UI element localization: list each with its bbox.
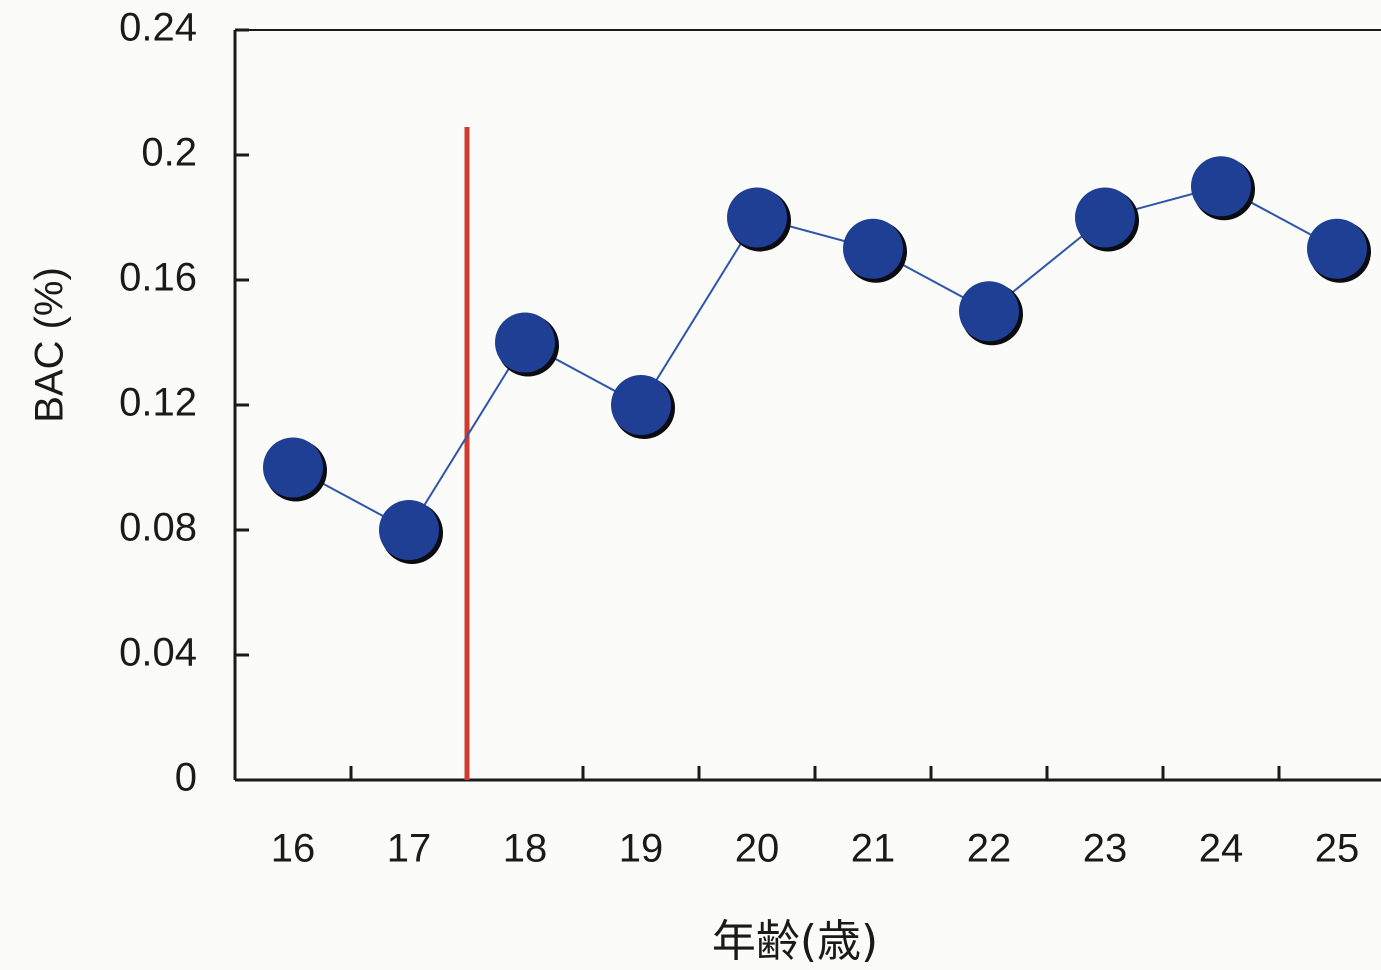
data-point: [379, 500, 439, 560]
x-tick-label: 23: [1083, 827, 1128, 871]
x-tick-label: 19: [619, 827, 664, 871]
y-tick-label: 0.04: [119, 631, 197, 675]
y-tick-label: 0.2: [141, 131, 197, 175]
y-tick-label: 0.08: [119, 506, 197, 550]
y-axis-label: BAC (%): [28, 267, 72, 423]
x-tick-label: 20: [735, 827, 780, 871]
data-point: [1075, 187, 1135, 248]
y-tick-label: 0.16: [119, 256, 197, 300]
axes: [233, 29, 1381, 782]
x-tick-label: 22: [967, 827, 1012, 871]
data-point: [263, 437, 323, 498]
y-ticks: 0 0.04 0.08 0.12 0.16 0.2 0.24: [119, 6, 249, 800]
y-tick-label: 0.24: [119, 6, 197, 50]
data-point: [843, 218, 903, 279]
x-tick-label: 18: [503, 827, 548, 871]
data-point: [959, 281, 1019, 342]
x-tick-label: 25: [1315, 827, 1360, 871]
x-tick-label: 16: [271, 827, 316, 871]
x-tick-label: 21: [851, 827, 896, 871]
x-ticks: 16 17 18 19 20 21 22 23 24 25: [271, 766, 1360, 871]
y-tick-label: 0: [175, 756, 197, 800]
series-group: [263, 156, 1371, 564]
data-point: [1307, 218, 1367, 279]
y-tick-label: 0.12: [119, 381, 197, 425]
data-point: [1191, 156, 1251, 217]
x-tick-label: 17: [387, 827, 432, 871]
data-point: [727, 187, 787, 248]
x-tick-label: 24: [1199, 827, 1244, 871]
series-line: [292, 185, 1338, 532]
data-point: [611, 375, 671, 435]
data-point: [495, 312, 555, 373]
x-axis-label: 年齢(歳): [712, 916, 878, 967]
